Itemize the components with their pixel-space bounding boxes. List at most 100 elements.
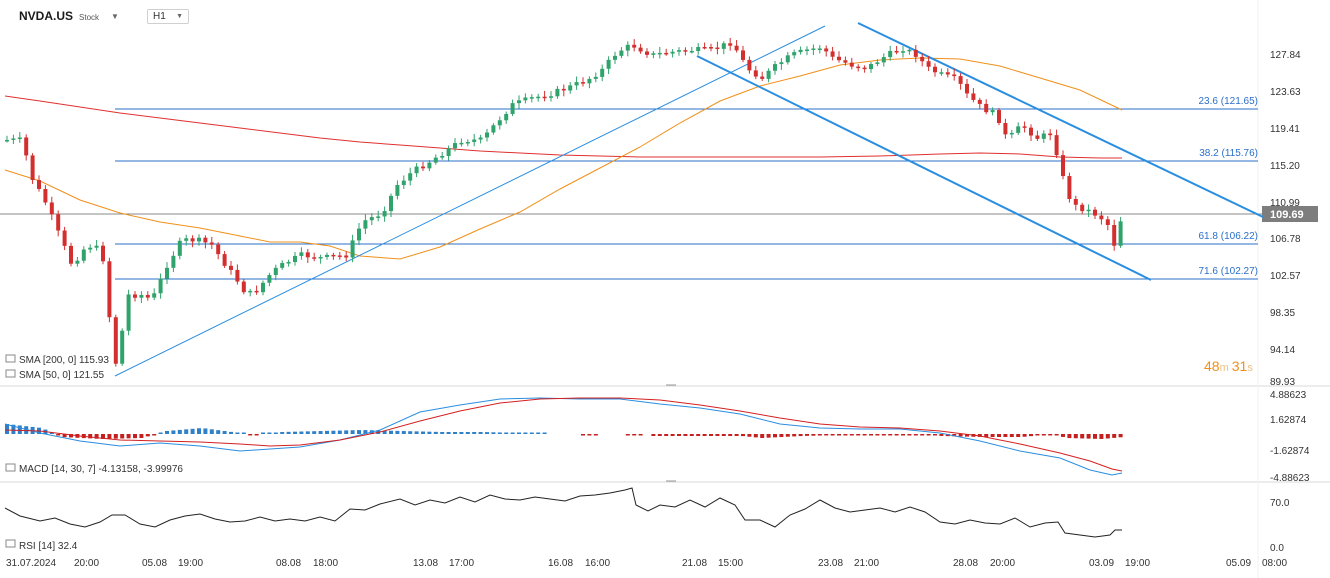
time-label: 15:00 xyxy=(718,558,743,569)
candle-body xyxy=(453,143,457,149)
candle-body xyxy=(613,55,617,60)
rsi-tick: 0.0 xyxy=(1270,543,1284,554)
chevron-down-icon[interactable]: ▼ xyxy=(111,11,119,21)
macd-bar xyxy=(325,430,329,434)
rsi-tick: 70.0 xyxy=(1270,498,1290,509)
indicator-settings-icon[interactable] xyxy=(5,539,16,548)
macd-bar xyxy=(1054,434,1059,436)
channel-lower-line[interactable] xyxy=(696,55,1152,281)
macd-bar xyxy=(485,432,489,434)
sma-50-line[interactable] xyxy=(4,57,1123,260)
candle-body xyxy=(337,255,342,257)
candle-body xyxy=(939,72,944,74)
macd-bar xyxy=(1061,434,1065,437)
macd-bar xyxy=(984,434,989,437)
symbol-name: NVDA.US xyxy=(19,9,74,23)
macd-bar xyxy=(62,434,67,438)
candle-body xyxy=(1041,133,1046,139)
macd-bar xyxy=(1016,434,1021,437)
candle-body xyxy=(37,180,41,190)
macd-bar xyxy=(926,434,931,436)
macd-bar xyxy=(254,434,259,436)
macd-bar xyxy=(24,426,29,434)
candle-body xyxy=(881,57,886,63)
candle-body xyxy=(69,245,73,264)
candle-body xyxy=(728,43,733,46)
macd-bar xyxy=(261,432,265,434)
macd-bar xyxy=(209,429,214,434)
macd-bar xyxy=(94,434,99,439)
macd-bar xyxy=(593,434,598,436)
macd-bar xyxy=(651,434,656,436)
macd-bar xyxy=(120,434,125,439)
time-label: 23.08 xyxy=(818,558,843,569)
candle-body xyxy=(869,64,873,70)
time-label: 31.07.2024 xyxy=(6,558,56,569)
candle-body xyxy=(638,47,643,52)
macd-bar xyxy=(664,434,669,436)
macd-bar xyxy=(113,434,118,439)
macd-bar xyxy=(875,434,880,436)
candle-countdown: 48m 31s xyxy=(1204,358,1253,374)
candle-body xyxy=(721,43,726,49)
indicator-settings-icon[interactable] xyxy=(5,463,16,472)
time-label: 16.08 xyxy=(548,558,573,569)
macd-bar xyxy=(913,434,918,436)
macd-bar xyxy=(920,434,925,436)
macd-bar xyxy=(581,434,585,436)
trend-line[interactable] xyxy=(114,25,826,377)
candle-body xyxy=(414,166,419,174)
candle-body xyxy=(709,47,713,49)
candle-body xyxy=(715,47,720,50)
indicator-settings-icon[interactable] xyxy=(5,369,16,378)
candle-body xyxy=(369,217,374,221)
macd-bar xyxy=(88,434,93,439)
time-label: 05.09 xyxy=(1226,558,1251,569)
candle-body xyxy=(171,255,176,268)
trend-lines[interactable] xyxy=(114,22,1264,377)
channel-upper-line[interactable] xyxy=(857,22,1264,218)
macd-bar xyxy=(542,432,547,434)
candle-body xyxy=(235,269,240,282)
macd-bar xyxy=(267,432,272,434)
macd-bar xyxy=(133,434,137,439)
macd-bar xyxy=(862,434,867,436)
candle-body xyxy=(920,56,925,62)
indicator-settings-icon[interactable] xyxy=(5,354,16,363)
macd-bar xyxy=(158,432,163,434)
macd-bar xyxy=(273,432,278,434)
macd-bar xyxy=(933,434,937,436)
candle-body xyxy=(11,138,16,140)
candle-body xyxy=(1073,198,1078,205)
candle-body xyxy=(1099,215,1104,220)
candle-body xyxy=(760,76,765,79)
macd-bar xyxy=(901,434,905,436)
candle-body xyxy=(325,254,329,257)
candle-body xyxy=(984,103,989,113)
macd-bar xyxy=(497,432,502,434)
candle-body xyxy=(478,137,483,140)
candle-body xyxy=(133,294,137,298)
candle-body xyxy=(94,245,99,248)
candle-body xyxy=(88,247,93,250)
candle-body xyxy=(216,244,221,255)
time-axis: 31.07.2024 20:00 05.08 19:00 08.08 18:00… xyxy=(6,558,1287,569)
macd-bar xyxy=(805,434,809,436)
fibonacci-levels[interactable]: 23.6 (121.65) 38.2 (115.76) 61.8 (106.22… xyxy=(115,96,1258,280)
candle-body xyxy=(568,85,573,91)
candle-body xyxy=(510,103,515,114)
candle-body xyxy=(645,51,649,55)
macd-bar xyxy=(869,434,873,436)
candle-body xyxy=(165,267,169,279)
macd-bar xyxy=(683,434,688,436)
candle-body xyxy=(945,72,950,75)
candle-body xyxy=(792,52,797,56)
sma-200-line[interactable] xyxy=(4,95,1122,159)
candle-body xyxy=(606,59,611,69)
macd-bar xyxy=(747,434,752,437)
candle-body xyxy=(56,214,61,231)
timeframe-selector[interactable]: H1 ▼ xyxy=(147,9,189,24)
macd-bar xyxy=(1048,434,1053,436)
candles[interactable] xyxy=(5,37,1123,367)
